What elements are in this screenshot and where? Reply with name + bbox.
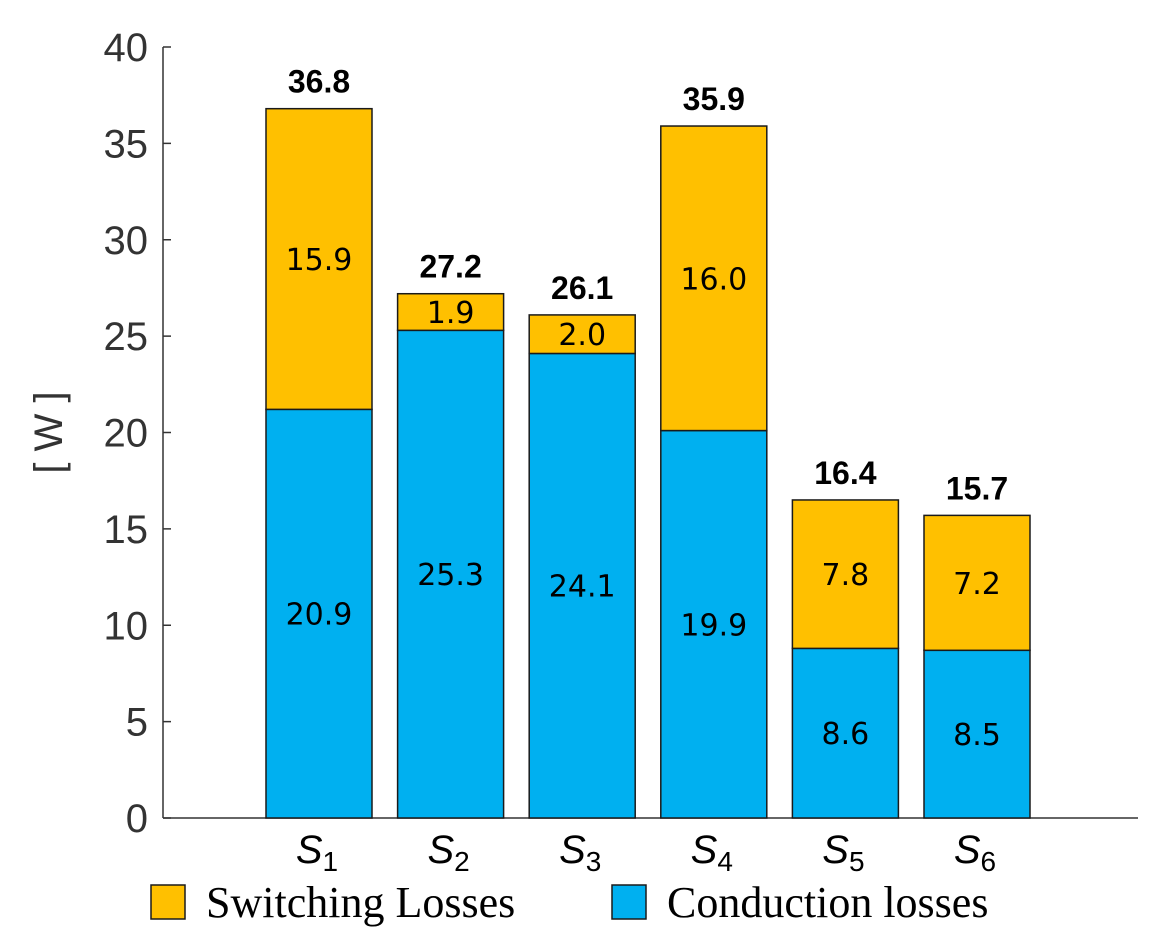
bar-switching [265,107,373,411]
data-label-switching: 1.9 [427,296,475,331]
bar-switching [528,314,636,355]
data-label-conduction: 8.5 [953,718,1001,753]
data-label-switching: 7.2 [953,567,1001,602]
total-label: 36.8 [288,64,350,100]
x-tick-label: S5 [822,828,864,877]
bar-switching [396,292,505,332]
data-label-conduction: 8.6 [822,717,870,752]
bar-conduction [923,649,1031,819]
x-tick-label-sub: 5 [849,846,865,877]
legend-label: Switching Losses [206,878,515,927]
data-label-conduction: 20.9 [286,598,353,633]
total-label: 35.9 [683,81,745,117]
bar-conduction [791,647,900,819]
bar-switching [923,514,1031,652]
y-tick-label: 40 [104,26,149,70]
legend-swatch [150,884,186,920]
x-tick-label-sub: 2 [454,846,470,877]
total-label: 27.2 [419,249,481,285]
y-axis-label: [ W ] [27,391,71,473]
x-tick-label-sub: 6 [981,846,997,877]
bars [265,107,1031,819]
total-label: 26.1 [551,270,613,306]
x-tick-label-main: S [954,828,981,872]
y-tick-label: 25 [104,315,149,359]
data-label-switching: 7.8 [822,558,870,593]
data-label-switching: 16.0 [680,262,747,297]
data-label-conduction: 25.3 [417,558,484,593]
total-label: 16.4 [814,455,876,491]
x-tick-label-main: S [559,828,586,872]
x-tick-label-sub: 1 [323,846,339,877]
y-tick-label: 10 [104,604,149,648]
x-tick-label-sub: 4 [717,846,733,877]
x-tick-label: S3 [559,828,601,877]
x-tick-label-main: S [691,828,718,872]
bar-conduction [660,429,768,819]
data-label-conduction: 24.1 [549,570,616,605]
x-tick-label: S2 [427,828,469,877]
bar-conduction [396,329,505,819]
total-label: 15.7 [946,470,1008,506]
x-tick-label: S6 [954,828,996,877]
legend-label: Conduction losses [667,878,988,927]
data-label-switching: 15.9 [286,243,353,278]
x-tick-label: S1 [296,828,338,877]
y-tick-label: 20 [104,412,149,456]
y-tick-label: 15 [104,508,149,552]
bar-switching [791,499,900,650]
data-labels: 20.9 15.9 36.8 25.3 1.9 27.2 24.1 2.0 26.1 19.9 16… [286,64,1009,753]
x-tick-label: S4 [691,828,733,877]
x-tick-label-main: S [822,828,849,872]
x-tick-label-sub: 3 [586,846,602,877]
y-tick-label: 35 [104,122,149,166]
legend-swatch [611,884,647,920]
y-tick-label: 30 [104,219,149,263]
x-tick-label-main: S [427,828,454,872]
y-tick-label: 0 [126,797,148,841]
legend: Switching Losses Conduction losses [150,878,988,927]
y-tick-label: 5 [126,701,148,745]
bar-switching [660,125,768,432]
data-label-conduction: 19.9 [680,608,747,643]
x-tick-label-main: S [296,828,323,872]
data-label-switching: 2.0 [558,318,606,353]
